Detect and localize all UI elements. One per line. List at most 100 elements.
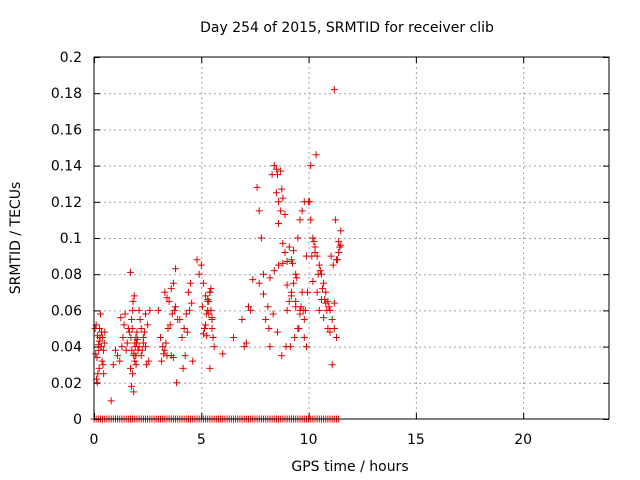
data-point [172,265,180,273]
data-point [140,328,148,336]
data-point [307,162,315,170]
data-point [330,86,338,94]
data-point [247,306,255,314]
plot-frame [93,56,610,420]
data-point [301,306,309,314]
data-point [275,261,283,269]
data-point [187,279,195,287]
data-point [205,310,213,318]
data-point [322,299,330,307]
data-point [335,248,343,256]
data-point [137,352,145,360]
x-tick-label: 10 [300,432,318,448]
data-point [275,220,283,228]
data-point [298,207,306,215]
data-point [290,247,298,255]
data-point [272,165,280,173]
data-point [120,321,128,329]
data-point [229,334,237,342]
data-point [182,310,190,318]
data-point [161,288,169,296]
data-point [327,252,335,260]
data-point [199,330,207,338]
data-point [199,279,207,287]
data-point [312,151,320,159]
y-tick-label: 0.2 [60,50,82,66]
data-point [131,357,139,365]
data-point [300,334,308,342]
data-point [265,325,273,332]
data-point [273,171,281,179]
data-point [337,227,345,235]
chart-title: Day 254 of 2015, SRMTID for receiver cli… [200,20,494,36]
data-point [306,198,314,206]
data-point [119,334,127,342]
data-point [275,198,283,206]
data-point [206,288,214,296]
data-point [168,310,176,318]
data-point [169,279,177,287]
data-point [133,335,141,343]
data-point [260,290,268,298]
data-point [279,239,287,247]
data-point [320,314,328,322]
data-point [181,352,189,360]
data-point [266,274,274,282]
data-point [335,238,343,246]
data-point [95,337,103,345]
data-point [278,352,286,360]
data-point [99,346,107,354]
data-point [137,325,145,332]
data-point [266,343,274,351]
data-point [159,343,167,351]
data-point [279,259,287,267]
data-point [92,350,100,358]
data-point [257,234,265,242]
data-point [287,292,295,300]
data-point [253,183,261,191]
data-point [283,306,291,314]
data-point [125,328,133,336]
data-point [323,306,331,314]
data-point [336,243,344,251]
data-point [98,357,106,365]
data-point [184,288,192,296]
data-point [329,261,337,269]
data-point [118,343,126,351]
data-point [264,303,272,311]
data-point [142,343,149,351]
data-point [201,325,209,332]
data-point [185,306,193,314]
data-point [286,343,294,351]
data-point [314,270,322,278]
y-tick-label: 0.02 [51,376,82,392]
data-point [315,261,323,269]
data-point [278,185,286,193]
data-point [320,279,328,287]
data-point [332,334,340,342]
data-point [255,207,263,215]
y-tick-label: 0 [73,412,82,428]
data-point [172,303,180,311]
data-point [101,328,109,336]
data-point [277,167,285,175]
data-point [208,325,216,332]
data-point [326,328,334,336]
x-axis-label: GPS time / hours [291,459,408,475]
data-point [178,334,186,342]
data-point [285,297,293,305]
data-point [138,346,146,354]
y-tick-label: 0.1 [60,231,82,247]
data-point [162,339,170,347]
data-point [207,306,215,314]
data-point [279,194,287,202]
grid-lines [94,57,609,419]
y-axis-label: SRMTID / TECUs [8,182,24,295]
data-point [128,325,136,332]
data-point [328,361,336,369]
data-point [114,352,122,360]
data-point [281,248,289,256]
data-point [158,357,166,365]
data-point [269,310,277,318]
